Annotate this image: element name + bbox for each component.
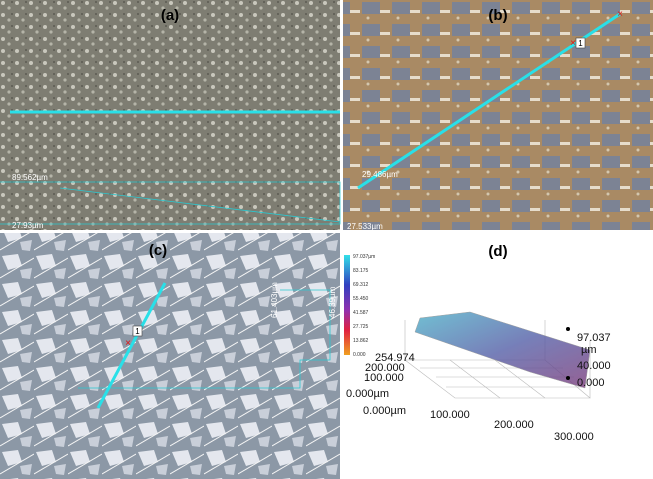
image (343, 0, 653, 230)
figure: (a) 89.562µm 27.93µm × × 1 (b) 29.486µm … (0, 0, 653, 479)
axis-label: 0.000µm (363, 405, 406, 417)
panel-label: (c) (149, 242, 167, 259)
measurement: 27.533µm (347, 222, 383, 231)
panel-label: (a) (161, 7, 179, 24)
axis-label: 300.000 (554, 431, 594, 443)
colorbar-label: 13.862 (353, 338, 369, 344)
measurement: 46.39µm (328, 286, 337, 318)
axis-label: 0.000µm (346, 388, 389, 400)
axis-label: 0.000 (577, 377, 605, 389)
colorbar-label: 0.000 (353, 352, 366, 358)
colorbar-label: 27.725 (353, 324, 369, 330)
tick-dot (566, 376, 570, 380)
colorbar-label: 97.037µm (353, 254, 375, 260)
measurement: 29.486µm (362, 170, 398, 179)
marker: 1 (578, 39, 583, 48)
measurement: 61.403µm (270, 282, 279, 318)
axis-label: 97.037 (577, 332, 611, 344)
endpoint: × (125, 338, 131, 349)
panel-label: (b) (488, 7, 507, 24)
colorbar-label: 83.175 (353, 268, 369, 274)
image (0, 0, 340, 230)
axis-label: µm (581, 344, 597, 356)
axis-label: 200.000 (494, 419, 534, 431)
colorbar-label: 41.587 (353, 310, 369, 316)
measurement: 89.562µm (12, 173, 48, 182)
axis-label: 100.000 (430, 409, 470, 421)
endpoint: × (617, 9, 623, 20)
colorbar-label: 69.312 (353, 282, 369, 288)
tick-dot (566, 327, 570, 331)
measurement: 27.93µm (12, 221, 44, 230)
colorbar-label: 55.450 (353, 296, 369, 302)
marker: 1 (135, 327, 140, 336)
panel-b: × × 1 (b) 29.486µm 27.533µm (343, 0, 653, 231)
axis-label: 40.000 (577, 360, 611, 372)
endpoint: × (570, 38, 576, 49)
panel-c: × 1 (c) 61.403µm 46.39µm (0, 233, 340, 479)
image (0, 233, 340, 479)
axis-label: 100.000 (364, 372, 404, 384)
panel-d: (d) 97.037µm 83.175 69.312 55.450 41.587 27.7… (343, 233, 653, 479)
colorbar (344, 255, 350, 355)
panel-a: (a) 89.562µm 27.93µm (0, 0, 340, 230)
panel-label: (d) (488, 243, 507, 260)
